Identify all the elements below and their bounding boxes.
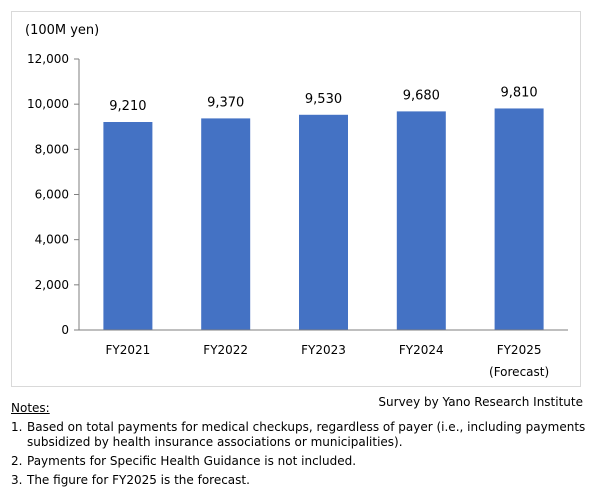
bar-value-label: 9,530 — [305, 92, 342, 107]
notes: Notes: 1. Based on total payments for me… — [11, 401, 589, 488]
note-text: Payments for Specific Health Guidance is… — [27, 454, 357, 468]
bar — [299, 114, 348, 331]
note-item: 3. The figure for FY2025 is the forecast… — [11, 473, 589, 488]
bar — [396, 111, 446, 330]
y-tick-label: 0 — [61, 323, 69, 337]
note-number: 3. — [11, 473, 23, 487]
bar-value-label: 9,210 — [109, 99, 146, 114]
y-axis-unit-label: (100M yen) — [25, 23, 99, 38]
note-number: 2. — [11, 454, 23, 468]
data-labels: 9,210 9,370 9,530 9,680 9,810 — [109, 85, 537, 114]
bar-value-label: 9,810 — [500, 85, 537, 100]
note-item: 2. Payments for Specific Health Guidance… — [11, 454, 589, 469]
bar — [103, 122, 153, 330]
bar-chart: (100M yen) 0 2,000 4,000 6,000 8,000 10,000 12… — [25, 23, 568, 379]
y-tick-label: 12,000 — [27, 52, 69, 66]
x-tick-label: FY2022 — [203, 343, 248, 357]
y-tick-label: 4,000 — [35, 233, 69, 247]
y-axis-ticks: 0 2,000 4,000 6,000 8,000 10,000 12,000 — [27, 52, 79, 337]
bars — [103, 108, 544, 331]
x-tick-sublabel: (Forecast) — [489, 365, 549, 379]
bar — [494, 108, 544, 331]
chart-frame: (100M yen) 0 2,000 4,000 6,000 8,000 10,000 12… — [11, 11, 581, 387]
x-tick-label: FY2025 — [497, 343, 542, 357]
bar-value-label: 9,370 — [207, 95, 244, 110]
x-axis-labels: FY2021 FY2022 FY2023 FY2024 FY2025 (Forecast) — [106, 343, 550, 379]
x-tick-label: FY2024 — [399, 343, 444, 357]
note-text: Based on total payments for medical chec… — [27, 420, 586, 449]
bar-value-label: 9,680 — [403, 88, 440, 103]
y-tick-label: 8,000 — [35, 142, 69, 156]
bar — [201, 118, 251, 330]
note-text: The figure for FY2025 is the forecast. — [27, 473, 250, 487]
y-tick-label: 10,000 — [27, 97, 69, 111]
x-tick-label: FY2023 — [301, 343, 346, 357]
source-credit: Survey by Yano Research Institute — [378, 395, 583, 409]
notes-heading: Notes: — [11, 401, 50, 415]
y-tick-label: 6,000 — [35, 188, 69, 202]
x-tick-label: FY2021 — [106, 343, 151, 357]
note-number: 1. — [11, 420, 23, 434]
y-tick-label: 2,000 — [35, 278, 69, 292]
note-item: 1. Based on total payments for medical c… — [11, 420, 589, 450]
